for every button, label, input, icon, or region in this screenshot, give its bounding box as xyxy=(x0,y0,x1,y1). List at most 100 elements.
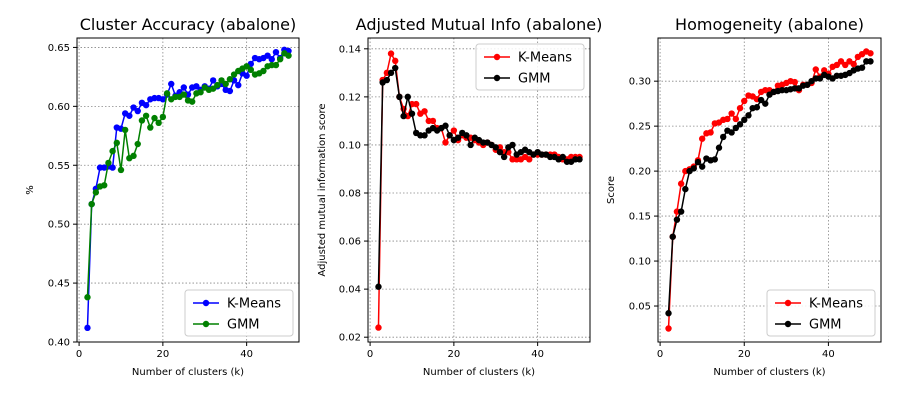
data-point xyxy=(421,108,428,115)
data-point xyxy=(180,91,188,98)
data-point xyxy=(446,132,453,139)
data-point xyxy=(669,233,676,240)
data-point xyxy=(400,112,407,120)
x-tick-label: 20 xyxy=(448,349,461,360)
data-point xyxy=(117,166,125,174)
y-tick-label: 0.14 xyxy=(339,44,361,55)
chart-title: Homogeneity (abalone) xyxy=(675,15,864,34)
data-point xyxy=(159,113,167,121)
plot-frame xyxy=(657,37,882,343)
data-point xyxy=(268,56,275,63)
data-point xyxy=(121,126,129,134)
data-point xyxy=(218,77,225,84)
data-point xyxy=(492,144,499,151)
data-point xyxy=(285,52,292,59)
legend-swatch-marker xyxy=(202,320,210,328)
series-line-gmm xyxy=(377,66,580,287)
data-point xyxy=(442,122,449,129)
data-point xyxy=(526,156,533,163)
data-point xyxy=(392,64,399,72)
data-point xyxy=(209,85,217,92)
data-point xyxy=(820,67,828,74)
data-point xyxy=(842,61,849,69)
data-point xyxy=(724,115,731,123)
data-point xyxy=(392,57,399,65)
data-point xyxy=(92,189,100,196)
data-point xyxy=(728,110,735,117)
data-point xyxy=(867,50,874,57)
data-point xyxy=(753,104,761,111)
legend-swatch-marker xyxy=(784,320,792,328)
data-point xyxy=(84,324,91,332)
x-tick-label: 0 xyxy=(76,349,82,360)
y-tick-label: 0.55 xyxy=(48,161,70,172)
legend: K-Means GMM xyxy=(184,289,294,337)
series-line-gmm xyxy=(667,60,871,314)
data-point xyxy=(168,80,175,88)
data-point xyxy=(682,185,689,193)
data-point xyxy=(757,96,765,104)
data-point xyxy=(711,156,719,163)
data-point xyxy=(155,119,162,127)
series-line-gmm xyxy=(86,52,289,298)
y-tick-label: 0.60 xyxy=(48,102,70,113)
chart-title: Cluster Accuracy (abalone) xyxy=(80,15,296,34)
data-point xyxy=(243,72,250,79)
data-point xyxy=(698,135,706,142)
data-point xyxy=(109,147,116,155)
data-point xyxy=(429,117,437,125)
data-point xyxy=(500,153,508,161)
data-point xyxy=(88,200,95,208)
data-point xyxy=(188,98,196,105)
data-point xyxy=(707,129,714,136)
data-point xyxy=(736,121,744,128)
data-point xyxy=(247,66,255,74)
y-tick-label: 0.12 xyxy=(339,92,361,103)
data-point xyxy=(496,148,504,156)
data-point xyxy=(387,69,395,77)
data-point xyxy=(105,159,112,167)
data-point xyxy=(113,139,120,147)
data-point xyxy=(126,112,133,119)
chart-title: Adjusted Mutual Info (abalone) xyxy=(356,15,603,34)
data-point xyxy=(235,81,242,89)
y-tick-label: 0.40 xyxy=(48,338,70,349)
y-axis-label: Adjusted mutual information score xyxy=(317,103,328,276)
data-point xyxy=(833,61,841,69)
data-point xyxy=(450,127,458,134)
data-point xyxy=(732,115,740,123)
data-point xyxy=(109,164,116,171)
data-point xyxy=(454,134,462,141)
data-point xyxy=(383,76,391,84)
y-tick-label: 0.10 xyxy=(339,140,361,151)
y-tick-label: 0.15 xyxy=(629,212,651,223)
data-point xyxy=(665,325,672,332)
legend-swatch-marker xyxy=(784,299,792,307)
data-point xyxy=(197,89,204,96)
x-axis-label: Number of clusters (k) xyxy=(713,367,825,378)
data-point xyxy=(812,66,819,73)
legend-entry-label: GMM xyxy=(518,72,551,87)
legend: K-Means GMM xyxy=(475,43,585,91)
data-point xyxy=(858,64,866,71)
x-axis-label: Number of clusters (k) xyxy=(423,367,535,378)
data-point xyxy=(467,141,474,149)
data-point xyxy=(387,50,395,57)
x-tick-label: 0 xyxy=(367,349,373,360)
x-tick-label: 20 xyxy=(157,349,170,360)
data-point xyxy=(180,84,188,91)
chart-panel-3: 0 20 40 0.05 0.10 0.15 0.20 0.25 0.30 Homogeneity… xyxy=(606,15,882,378)
y-tick-label: 0.20 xyxy=(629,167,651,178)
data-point xyxy=(101,182,108,189)
data-point xyxy=(421,132,428,139)
data-point xyxy=(404,93,411,101)
y-tick-label: 0.65 xyxy=(48,43,70,54)
x-tick-label: 40 xyxy=(531,349,544,360)
data-point xyxy=(159,96,167,103)
data-point xyxy=(272,48,280,56)
data-point xyxy=(690,165,697,172)
data-point xyxy=(559,153,566,161)
data-point xyxy=(509,141,516,149)
data-point xyxy=(736,104,744,112)
